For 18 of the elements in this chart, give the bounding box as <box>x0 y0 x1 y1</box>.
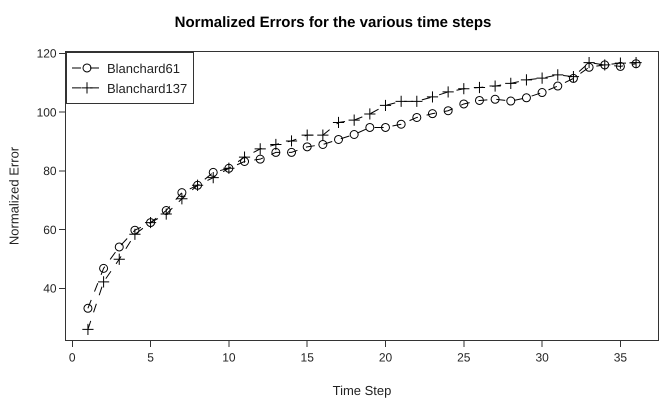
x-tick-label: 30 <box>535 350 550 364</box>
x-tick-label: 20 <box>378 350 392 364</box>
legend-label: Blanchard137 <box>107 80 188 96</box>
y-tick-label: 40 <box>43 282 57 296</box>
y-tick-label: 100 <box>36 105 57 120</box>
x-tick-label: 5 <box>147 350 154 364</box>
y-tick-label: 80 <box>43 164 57 178</box>
chart-title: Normalized Errors for the various time steps <box>174 14 492 32</box>
legend-label: Blanchard61 <box>107 61 180 76</box>
x-tick-label: 35 <box>614 350 628 364</box>
y-tick-label: 60 <box>43 222 57 237</box>
x-tick-label: 15 <box>300 350 314 364</box>
y-axis-title: Normalized Error <box>6 146 22 246</box>
x-tick-label: 10 <box>222 350 236 364</box>
x-tick-label: 25 <box>457 350 471 364</box>
x-tick-label: 0 <box>68 350 76 364</box>
y-tick-label: 120 <box>36 46 57 61</box>
x-axis-title: Time Step <box>332 383 392 398</box>
